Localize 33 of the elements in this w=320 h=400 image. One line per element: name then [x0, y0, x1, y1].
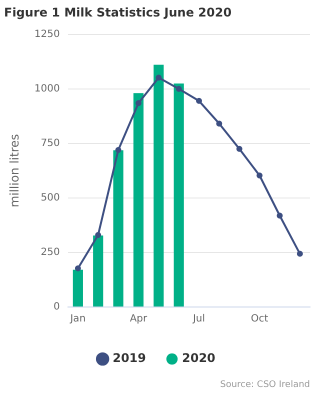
- point: [74, 265, 81, 272]
- x-tick-label: Jul: [192, 314, 206, 325]
- y-tick-label: 1000: [34, 84, 60, 95]
- point: [256, 172, 263, 178]
- y-tick-label: 1250: [34, 28, 60, 40]
- y-axis-title: million litres: [7, 134, 22, 208]
- legend-label: 2020: [182, 351, 216, 366]
- point: [176, 86, 182, 92]
- x-tick-label: Jan: [69, 314, 86, 325]
- bar: [72, 270, 83, 306]
- point: [115, 146, 122, 153]
- bar: [93, 235, 104, 306]
- y-tick-label: 500: [40, 192, 60, 204]
- y-tick-label: 0: [53, 302, 60, 313]
- point: [135, 100, 142, 106]
- point: [296, 250, 303, 257]
- source-note: Source: CSO Ireland: [219, 380, 310, 390]
- point: [216, 120, 222, 127]
- x-tick-label: Apr: [130, 314, 148, 325]
- point: [236, 146, 242, 152]
- bar: [133, 93, 144, 306]
- bar: [154, 64, 164, 306]
- chart-title: Figure 1 Milk Statistics June 2020: [4, 5, 232, 20]
- legend-label: 2019: [112, 351, 146, 366]
- y-tick-label: 250: [40, 247, 60, 258]
- x-tick-label: Oct: [250, 314, 268, 325]
- y-tick-label: 750: [40, 138, 60, 150]
- bar: [113, 150, 124, 306]
- point: [156, 74, 162, 81]
- point: [95, 232, 102, 238]
- bar: [174, 83, 184, 306]
- point: [276, 212, 283, 219]
- point: [196, 98, 202, 104]
